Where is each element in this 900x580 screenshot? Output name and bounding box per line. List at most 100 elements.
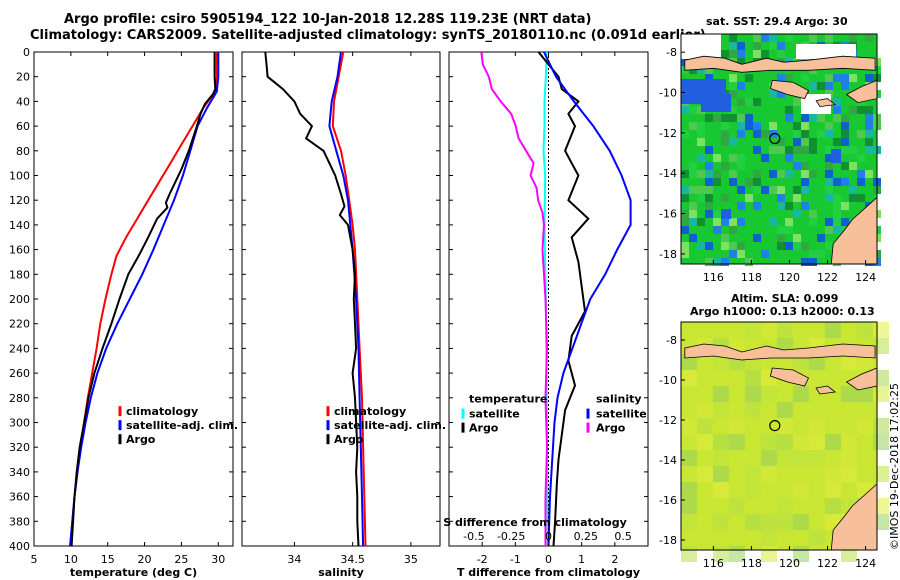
sst-field-cell: [745, 114, 753, 122]
difference-series-t-argo: [537, 51, 590, 547]
sst-field-cell: [753, 146, 761, 154]
sst-field-cell: [849, 194, 857, 202]
sst-field-cell: [681, 186, 689, 194]
sst-field-cell: [793, 234, 801, 242]
sla-field-cell: [681, 370, 697, 386]
sla-field-cell: [745, 482, 761, 498]
temperature-xtick-label: 5: [31, 553, 38, 566]
sla-landmass: [769, 367, 810, 387]
sst-field-cell: [809, 114, 817, 122]
salinity-series-satellite-adj-clim-: [328, 51, 365, 547]
sst-field-cell: [689, 186, 697, 194]
sla-field-cell: [777, 450, 793, 466]
sst-field-cell: [689, 170, 697, 178]
sla-field-cell: [873, 466, 889, 482]
sst-field-cell: [833, 226, 841, 234]
sst-field-cell: [705, 146, 713, 154]
sla-lon-label: 118: [741, 557, 762, 570]
sla-field-cell: [809, 418, 825, 434]
salinity-legend-label: climatology: [334, 405, 406, 418]
sla-field-cell: [681, 418, 697, 434]
sst-field-cell: [689, 202, 697, 210]
sst-field-cell: [753, 170, 761, 178]
sst-field-cell: [777, 234, 785, 242]
sst-field-cell: [817, 234, 825, 242]
sst-field-cell: [801, 138, 809, 146]
sst-field-cell: [857, 130, 865, 138]
sla-field-cell: [873, 322, 889, 338]
sst-field-cell: [761, 154, 769, 162]
sla-field-cell: [697, 434, 713, 450]
sst-field-cell: [745, 178, 753, 186]
sla-field-cell: [713, 434, 729, 450]
sst-field-cell: [865, 106, 873, 114]
sst-field-cell: [761, 186, 769, 194]
sst-field-cell: [737, 242, 745, 250]
sst-field-cell: [681, 194, 689, 202]
depth-tick-label: 260: [9, 367, 30, 380]
sst-field-cell: [809, 82, 817, 90]
sst-field-cell: [825, 154, 833, 162]
sst-field-cell: [705, 242, 713, 250]
sst-landmass: [684, 55, 876, 73]
sst-field-cell: [833, 194, 841, 202]
sst-field-cell: [713, 218, 721, 226]
sla-field-cell: [857, 386, 873, 402]
sst-field-cell: [841, 114, 849, 122]
salinity-legend-label: satellite-adj. clim.: [334, 419, 446, 432]
sla-field-cell: [873, 418, 889, 434]
sla-field-cell: [713, 514, 729, 530]
sst-field-cell: [713, 178, 721, 186]
sla-field-cell: [777, 322, 793, 338]
sst-field-cell: [737, 58, 745, 66]
sst-field-cell: [833, 210, 841, 218]
difference-xtick-label: 1: [578, 553, 585, 566]
sst-field-cell: [857, 170, 865, 178]
depth-tick-label: 100: [9, 170, 30, 183]
sst-field-cell: [721, 242, 729, 250]
sst-field-cell: [777, 138, 785, 146]
sst-field-cell: [697, 170, 705, 178]
sla-field-cell: [681, 450, 697, 466]
sla-field-cell: [825, 466, 841, 482]
salinity-xtick-label: 35: [404, 553, 418, 566]
sla-field-cell: [777, 418, 793, 434]
depth-tick-label: 180: [9, 268, 30, 281]
sst-field-cell: [737, 154, 745, 162]
sla-field-cell: [761, 466, 777, 482]
sst-field-cell: [785, 74, 793, 82]
diff-top-tick-label: 0.25: [574, 530, 599, 543]
sla-field-cell: [777, 434, 793, 450]
sst-field-cell: [825, 122, 833, 130]
sst-field-cell: [817, 114, 825, 122]
salinity-legend-label: Argo: [334, 433, 364, 446]
sla-field-cell: [745, 386, 761, 402]
sst-field-cell: [729, 218, 737, 226]
sst-field-cell: [777, 42, 785, 50]
difference-series-s-argo: [480, 51, 549, 546]
sst-field-cell: [737, 98, 745, 106]
sla-field-cell: [825, 322, 841, 338]
sst-field-cell: [705, 162, 713, 170]
diff-legend-label: Argo: [469, 422, 499, 435]
sst-field-cell: [745, 122, 753, 130]
sst-field-cell: [809, 218, 817, 226]
sla-field-cell: [825, 498, 841, 514]
sst-field-cell: [737, 250, 745, 258]
sst-field-cell: [801, 130, 809, 138]
sst-field-cell: [753, 202, 761, 210]
sst-field-cell: [841, 122, 849, 130]
sst-field-cell: [769, 34, 777, 42]
sla-field-cell: [761, 322, 777, 338]
sst-field-cell: [713, 154, 721, 162]
depth-tick-label: 160: [9, 244, 30, 257]
sst-field-cell: [753, 50, 761, 58]
sst-field-cell: [761, 34, 769, 42]
sst-field-cell: [729, 226, 737, 234]
diff-top-tick-label: 0: [545, 530, 552, 543]
temperature-xtick-label: 25: [174, 553, 188, 566]
sst-field-cell: [705, 186, 713, 194]
sla-field-cell: [729, 498, 745, 514]
salinity-xtick-label: 34.5: [340, 553, 365, 566]
sst-cloud-gap: [796, 44, 856, 59]
